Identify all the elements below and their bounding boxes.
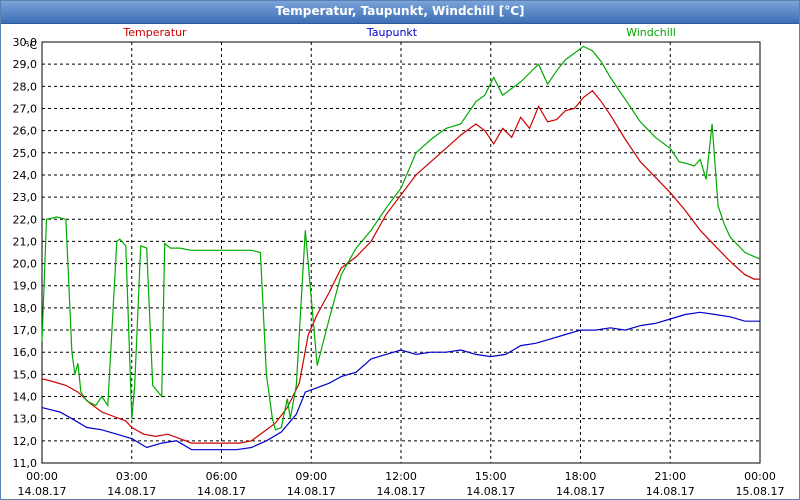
y-tick-label: 22,0 [13,213,38,226]
y-axis-label: °C [24,39,38,52]
y-tick-label: 19,0 [13,280,38,293]
y-tick-label: 21,0 [13,235,38,248]
x-tick-date: 14.08.17 [18,485,67,498]
legend: Temperatur Taupunkt Windchill [122,26,676,39]
title-bar: Temperatur, Taupunkt, Windchill [°C] [1,1,799,24]
y-axis: 11,0 12,0 13,0 14,0 15,0 16,0 17,0 18,0 19,0 20,0… [13,36,38,470]
y-tick-label: 27,0 [13,102,38,115]
plot-frame [41,41,761,464]
y-tick-label: 17,0 [13,324,38,337]
y-tick-label: 18,0 [13,302,38,315]
x-tick-time: 15:00 [475,470,507,483]
y-tick-label: 29,0 [13,58,38,71]
x-tick-time: 00:00 [744,470,776,483]
y-tick-label: 25,0 [13,147,38,160]
x-tick-date: 14.08.17 [556,485,605,498]
y-tick-label: 30,0 [13,36,38,49]
y-tick-label: 23,0 [13,191,38,204]
x-tick-time: 09:00 [295,470,327,483]
legend-taupunkt: Taupunkt [366,26,418,39]
series-line-taupunkt [41,311,760,451]
legend-temperatur: Temperatur [122,26,187,39]
series-line-temperatur [41,89,760,444]
y-tick-label: 16,0 [13,346,38,359]
legend-windchill: Windchill [626,26,676,39]
x-tick-date: 14.08.17 [466,485,515,498]
y-tick-label: 24,0 [13,169,38,182]
x-tick-time: 06:00 [206,470,238,483]
grid-lines [42,41,760,463]
x-tick-date: 14.08.17 [107,485,156,498]
window-title: Temperatur, Taupunkt, Windchill [°C] [275,4,525,18]
x-tick-date: 14.08.17 [197,485,246,498]
y-tick-label: 20,0 [13,258,38,271]
x-tick-date: 14.08.17 [377,485,426,498]
y-tick-label: 26,0 [13,125,38,138]
x-tick-time: 03:00 [116,470,148,483]
y-tick-label: 11,0 [13,457,38,470]
y-tick-label: 15,0 [13,368,38,381]
x-tick-time: 18:00 [565,470,597,483]
x-axis: 00:00 14.08.17 03:00 14.08.17 06:00 14.08.17 0… [18,470,785,498]
y-tick-label: 13,0 [13,413,38,426]
y-tick-label: 12,0 [13,435,38,448]
x-tick-time: 21:00 [654,470,686,483]
x-tick-date: 14.08.17 [646,485,695,498]
x-tick-time: 12:00 [385,470,417,483]
series-line-windchill [41,45,761,431]
x-tick-time: 00:00 [26,470,58,483]
series-group [41,45,761,451]
y-tick-label: 28,0 [13,80,38,93]
x-tick-date: 14.08.17 [287,485,336,498]
y-tick-label: 14,0 [13,391,38,404]
x-tick-date: 15.08.17 [736,485,785,498]
